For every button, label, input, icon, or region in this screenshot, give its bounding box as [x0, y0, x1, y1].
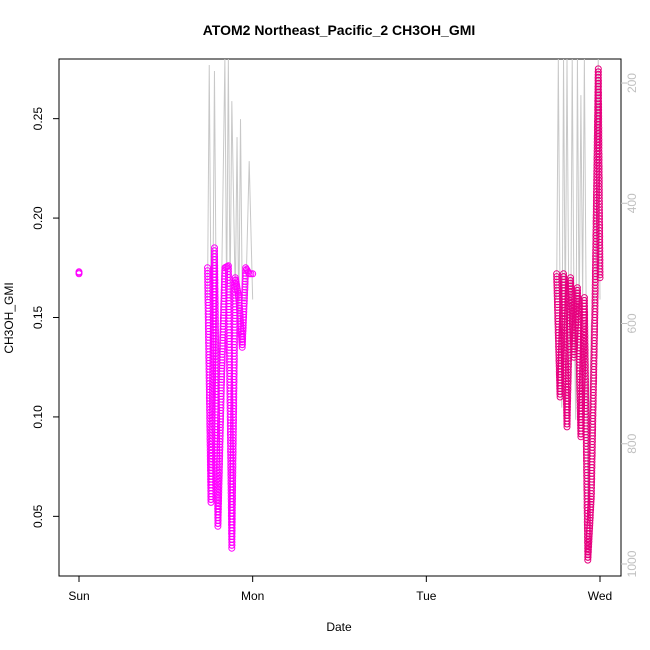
- y-tick-label: 0.20: [31, 206, 45, 230]
- data-point: [586, 519, 594, 527]
- data-point: [586, 508, 594, 516]
- pressure-line-segment: [207, 58, 254, 408]
- y-tick-label: 0.15: [31, 305, 45, 329]
- data-point: [236, 309, 244, 317]
- data-point: [585, 530, 593, 538]
- data-point: [585, 538, 593, 545]
- data-point: [584, 556, 592, 564]
- data-point: [249, 270, 257, 278]
- data-point: [573, 300, 581, 308]
- pressure-line: [207, 58, 601, 504]
- data-point: [239, 338, 246, 346]
- data-point: [571, 340, 579, 348]
- data-point: [584, 548, 592, 556]
- data-point: [239, 319, 247, 327]
- data-point: [587, 506, 595, 514]
- data-point: [586, 514, 594, 522]
- data-point: [240, 299, 248, 307]
- data-point: [572, 305, 580, 313]
- data-point: [75, 270, 83, 278]
- data-point: [571, 335, 579, 342]
- data-point: [586, 511, 594, 519]
- x-axis-title: Date: [326, 620, 352, 634]
- data-point: [596, 271, 604, 279]
- data-point: [587, 503, 595, 511]
- data-point: [596, 274, 604, 282]
- x-tick-label: Sun: [68, 589, 89, 603]
- y-axis-title: CH3OH_GMI: [2, 282, 16, 353]
- data-point: [236, 304, 243, 312]
- y2-tick-label: 800: [625, 433, 639, 453]
- y-tick-label: 0.25: [31, 107, 45, 131]
- data-points: [75, 65, 604, 564]
- x-tick-label: Tue: [416, 589, 437, 603]
- y2-tick-label: 400: [625, 193, 639, 213]
- data-point: [586, 522, 594, 530]
- data-point: [585, 532, 593, 540]
- x-tick-label: Mon: [241, 589, 264, 603]
- data-point: [584, 551, 592, 559]
- y2-tick-label: 1000: [625, 550, 639, 577]
- data-point: [570, 348, 578, 356]
- data-point: [571, 337, 579, 345]
- data-point: [584, 553, 592, 561]
- right-pressure-axis: 200 400 600 800 1000: [621, 73, 639, 577]
- chart-title: ATOM2 Northeast_Pacific_2 CH3OH_GMI: [203, 22, 476, 38]
- y2-tick-label: 200: [625, 73, 639, 93]
- x-axis: Sun Mon Tue Wed: [68, 576, 612, 603]
- plot-frame: [58, 58, 622, 577]
- data-point: [567, 282, 575, 290]
- data-point: [585, 535, 593, 543]
- data-point: [241, 280, 249, 288]
- data-point: [586, 516, 594, 524]
- data-point: [571, 343, 578, 351]
- data-point: [587, 500, 595, 508]
- data-point: [587, 498, 595, 506]
- data-point: [585, 543, 593, 551]
- y2-tick-label: 600: [625, 313, 639, 333]
- data-point: [586, 524, 594, 532]
- data-point: [584, 546, 592, 553]
- data-point: [585, 540, 593, 548]
- y-tick-label: 0.10: [31, 405, 45, 429]
- data-point: [573, 302, 580, 310]
- data-point: [236, 307, 244, 315]
- y-tick-label: 0.05: [31, 504, 45, 528]
- data-point: [585, 527, 593, 535]
- x-tick-label: Wed: [588, 589, 612, 603]
- data-point: [570, 345, 578, 353]
- y-axis: 0.05 0.10 0.15 0.20 0.25: [31, 107, 59, 528]
- data-point: [572, 308, 580, 316]
